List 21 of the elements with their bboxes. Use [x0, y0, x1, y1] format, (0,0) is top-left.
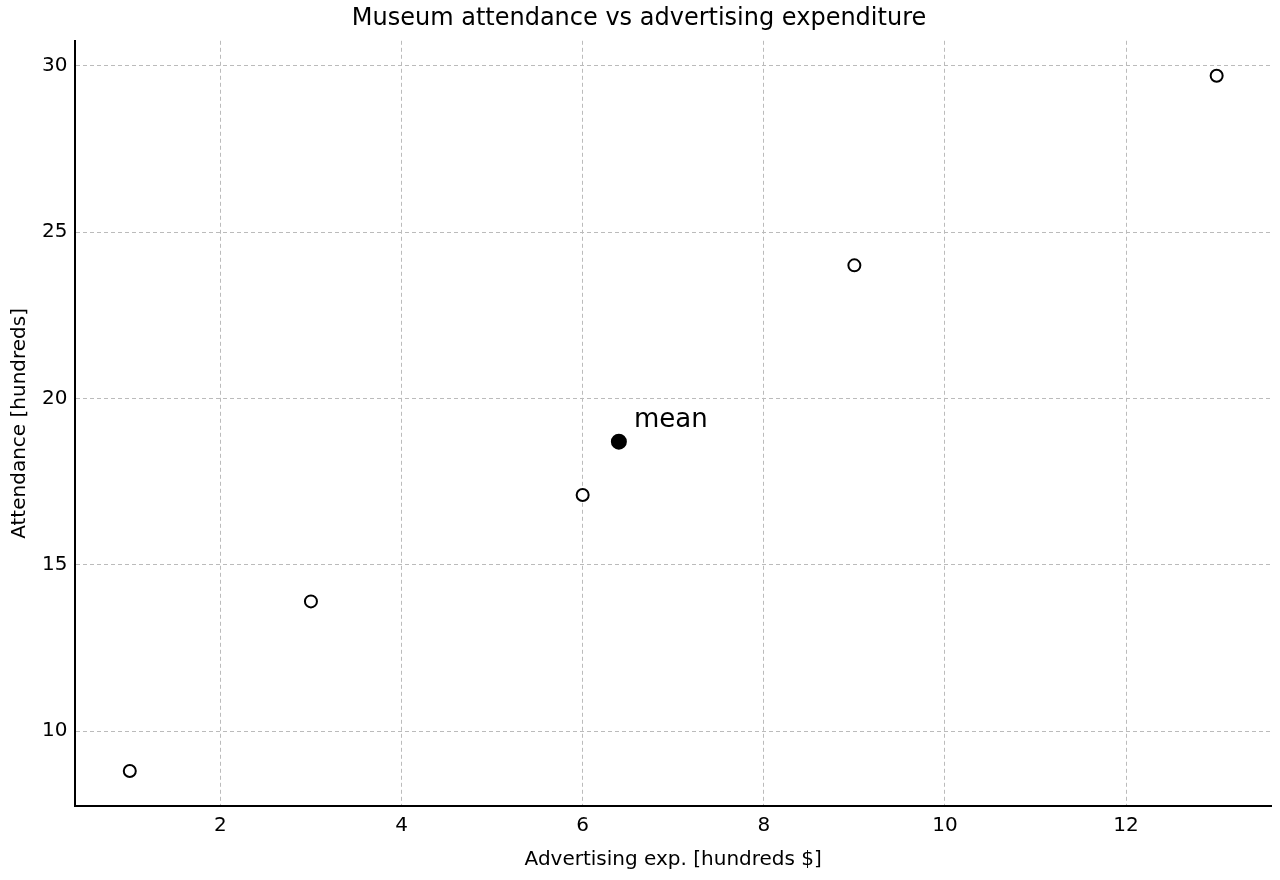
- x-tick-label: 4: [395, 812, 408, 837]
- y-tick-label: 10: [42, 717, 68, 742]
- y-tick-label: 25: [42, 218, 68, 243]
- x-tick-label: 12: [1113, 812, 1139, 837]
- point: [1209, 68, 1224, 83]
- point: [847, 258, 862, 273]
- point: [610, 433, 627, 450]
- x-tick-label: 2: [214, 812, 227, 837]
- y-tick-label: 30: [42, 51, 68, 76]
- series-label: mean: [633, 402, 708, 433]
- point: [122, 764, 137, 779]
- point: [303, 594, 318, 609]
- y-tick-label: 15: [42, 551, 68, 575]
- x-tick-label: 8: [757, 812, 771, 837]
- x-tick-label: 10: [932, 812, 958, 837]
- y-tick-label: 20: [42, 384, 68, 409]
- x-tick-label: 6: [576, 812, 590, 837]
- x-axis-title: Advertising exp. [hundreds $]: [524, 846, 822, 871]
- chart-title: Museum attendance vs advertising expenditure: [351, 2, 927, 31]
- point: [575, 487, 590, 502]
- y-axis-title: Attendance [hundreds]: [6, 307, 31, 539]
